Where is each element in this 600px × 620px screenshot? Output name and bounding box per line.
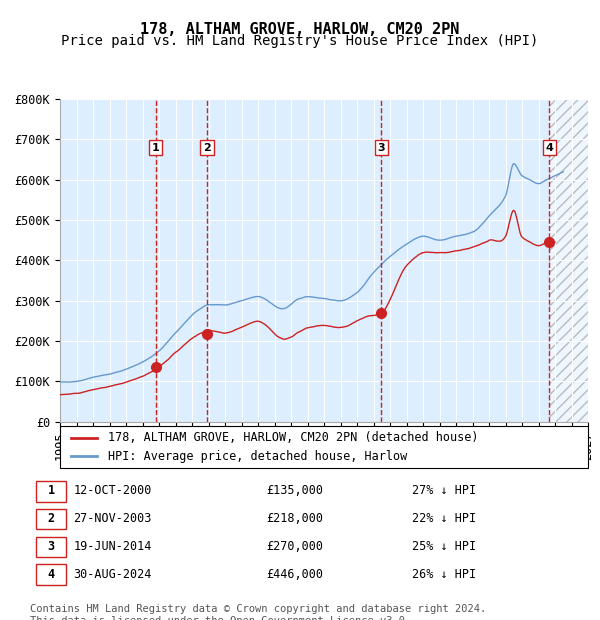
Text: 2: 2: [203, 143, 211, 153]
Text: 25% ↓ HPI: 25% ↓ HPI: [412, 540, 476, 553]
Text: 1: 1: [47, 484, 55, 497]
Text: 2: 2: [47, 512, 55, 525]
Text: HPI: Average price, detached house, Harlow: HPI: Average price, detached house, Harl…: [107, 450, 407, 463]
Text: 178, ALTHAM GROVE, HARLOW, CM20 2PN (detached house): 178, ALTHAM GROVE, HARLOW, CM20 2PN (det…: [107, 432, 478, 445]
Text: 4: 4: [47, 567, 55, 580]
HPI: Average price, detached house, Harlow: (2.02e+03, 6.4e+05): Average price, detached house, Harlow: (…: [510, 160, 517, 167]
HPI: Average price, detached house, Harlow: (2.01e+03, 3.13e+05): Average price, detached house, Harlow: (…: [349, 292, 356, 299]
178, ALTHAM GROVE, HARLOW, CM20 2PN (detached house): [372, 311, 379, 319]
Text: 30-AUG-2024: 30-AUG-2024: [74, 567, 152, 580]
Text: 26% ↓ HPI: 26% ↓ HPI: [412, 567, 476, 580]
Bar: [550, 99, 588, 422]
HPI: Average price, detached house, Harlow: (2.01e+03, 3.46e+05): Average price, detached house, Harlow: (…: [362, 278, 370, 286]
Text: 22% ↓ HPI: 22% ↓ HPI: [412, 512, 476, 525]
HPI: Average price, detached house, Harlow: (2.01e+03, 3.9e+05): Average price, detached house, Harlow: (…: [377, 261, 385, 268]
FancyBboxPatch shape: [35, 536, 66, 557]
Text: £218,000: £218,000: [266, 512, 323, 525]
Text: 19-JUN-2014: 19-JUN-2014: [74, 540, 152, 553]
Bar: [155, 99, 207, 422]
FancyBboxPatch shape: [60, 426, 588, 468]
Text: 1: 1: [152, 143, 160, 153]
Text: £446,000: £446,000: [266, 567, 323, 580]
Text: £135,000: £135,000: [266, 484, 323, 497]
Text: 4: 4: [545, 143, 553, 153]
178, ALTHAM GROVE, HARLOW, CM20 2PN (detached house): [87, 387, 94, 394]
HPI: Average price, detached house, Harlow: (2.02e+03, 5.22e+05): Average price, detached house, Harlow: (…: [490, 207, 497, 215]
178, ALTHAM GROVE, HARLOW, CM20 2PN (detached house): [357, 316, 364, 323]
178, ALTHAM GROVE, HARLOW, CM20 2PN (detached house): [482, 238, 490, 246]
FancyBboxPatch shape: [35, 509, 66, 529]
Text: Price paid vs. HM Land Registry's House Price Index (HPI): Price paid vs. HM Land Registry's House …: [61, 34, 539, 48]
Bar: [550, 99, 588, 422]
Text: £270,000: £270,000: [266, 540, 323, 553]
Text: 3: 3: [377, 143, 385, 153]
HPI: Average price, detached house, Harlow: (2e+03, 9.82e+04): Average price, detached house, Harlow: (…: [56, 378, 64, 386]
FancyBboxPatch shape: [35, 564, 66, 585]
178, ALTHAM GROVE, HARLOW, CM20 2PN (detached house): [551, 238, 559, 246]
178, ALTHAM GROVE, HARLOW, CM20 2PN (detached house): [510, 206, 517, 214]
Text: 27-NOV-2003: 27-NOV-2003: [74, 512, 152, 525]
HPI: Average price, detached house, Harlow: (2e+03, 9.8e+04): Average price, detached house, Harlow: (…: [66, 378, 73, 386]
178, ALTHAM GROVE, HARLOW, CM20 2PN (detached house): [432, 249, 439, 256]
Line: HPI: Average price, detached house, Harlow: HPI: Average price, detached house, Harl…: [60, 164, 563, 382]
178, ALTHAM GROVE, HARLOW, CM20 2PN (detached house): [344, 322, 351, 330]
Text: 3: 3: [47, 540, 55, 553]
Text: 178, ALTHAM GROVE, HARLOW, CM20 2PN: 178, ALTHAM GROVE, HARLOW, CM20 2PN: [140, 22, 460, 37]
Text: 27% ↓ HPI: 27% ↓ HPI: [412, 484, 476, 497]
178, ALTHAM GROVE, HARLOW, CM20 2PN (detached house): [56, 391, 64, 399]
HPI: Average price, detached house, Harlow: (2e+03, 1.09e+05): Average price, detached house, Harlow: (…: [88, 374, 95, 381]
Text: 12-OCT-2000: 12-OCT-2000: [74, 484, 152, 497]
HPI: Average price, detached house, Harlow: (2.03e+03, 6.2e+05): Average price, detached house, Harlow: (…: [560, 168, 567, 175]
FancyBboxPatch shape: [35, 481, 66, 502]
Line: 178, ALTHAM GROVE, HARLOW, CM20 2PN (detached house): 178, ALTHAM GROVE, HARLOW, CM20 2PN (det…: [60, 210, 555, 395]
HPI: Average price, detached house, Harlow: (2.02e+03, 4.51e+05): Average price, detached house, Harlow: (…: [439, 236, 446, 244]
Text: Contains HM Land Registry data © Crown copyright and database right 2024.
This d: Contains HM Land Registry data © Crown c…: [30, 604, 486, 620]
